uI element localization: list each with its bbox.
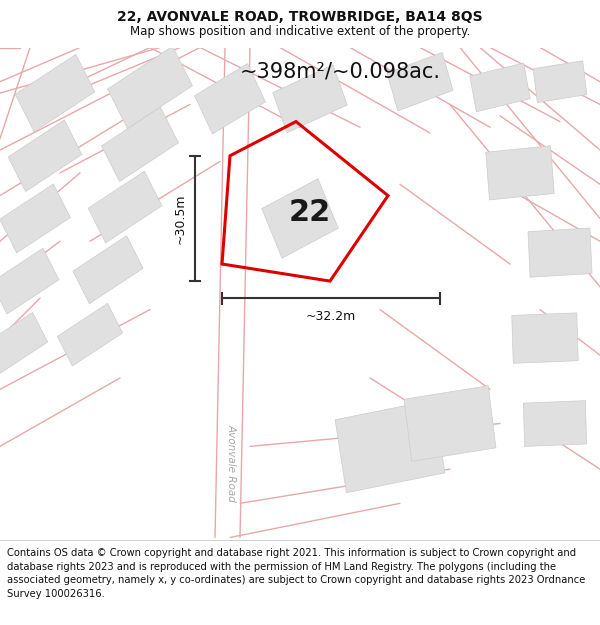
Polygon shape bbox=[73, 236, 143, 304]
Polygon shape bbox=[486, 146, 554, 200]
Text: Avonvale Road: Avonvale Road bbox=[227, 424, 237, 501]
Text: ~30.5m: ~30.5m bbox=[174, 193, 187, 244]
Polygon shape bbox=[512, 313, 578, 363]
Text: ~398m²/~0.098ac.: ~398m²/~0.098ac. bbox=[239, 62, 440, 82]
Text: ~32.2m: ~32.2m bbox=[306, 309, 356, 322]
Polygon shape bbox=[194, 64, 265, 134]
Polygon shape bbox=[0, 248, 59, 314]
Text: Map shows position and indicative extent of the property.: Map shows position and indicative extent… bbox=[130, 25, 470, 38]
Polygon shape bbox=[15, 54, 95, 132]
Polygon shape bbox=[101, 107, 178, 181]
Text: Contains OS data © Crown copyright and database right 2021. This information is : Contains OS data © Crown copyright and d… bbox=[7, 548, 586, 599]
Polygon shape bbox=[533, 61, 587, 102]
Text: 22: 22 bbox=[289, 198, 331, 228]
Polygon shape bbox=[335, 400, 445, 492]
Polygon shape bbox=[387, 52, 453, 111]
Polygon shape bbox=[528, 228, 592, 278]
Polygon shape bbox=[0, 184, 70, 253]
Polygon shape bbox=[58, 303, 122, 366]
Polygon shape bbox=[262, 179, 338, 258]
Polygon shape bbox=[523, 401, 587, 446]
Polygon shape bbox=[107, 46, 193, 129]
Polygon shape bbox=[0, 312, 47, 375]
Polygon shape bbox=[404, 386, 496, 461]
Text: 22, AVONVALE ROAD, TROWBRIDGE, BA14 8QS: 22, AVONVALE ROAD, TROWBRIDGE, BA14 8QS bbox=[117, 11, 483, 24]
Polygon shape bbox=[88, 171, 162, 243]
Polygon shape bbox=[470, 63, 530, 112]
Polygon shape bbox=[273, 65, 347, 132]
Polygon shape bbox=[8, 120, 82, 191]
